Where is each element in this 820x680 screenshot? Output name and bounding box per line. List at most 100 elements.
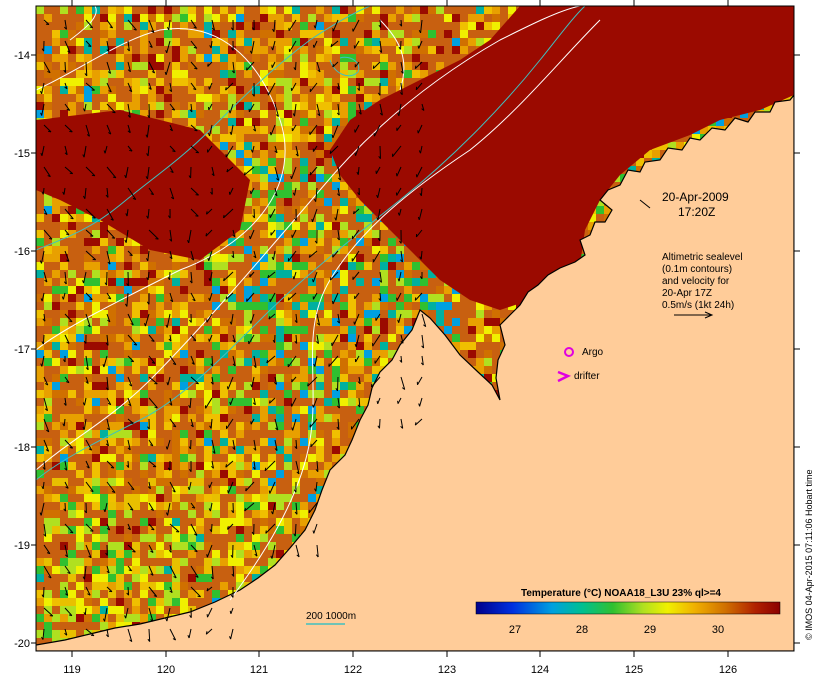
sst-cell — [156, 510, 164, 518]
sst-cell — [204, 310, 212, 318]
sst-cell — [68, 294, 76, 302]
sst-cell — [60, 62, 68, 70]
sst-cell — [188, 390, 196, 398]
sst-cell — [388, 62, 396, 70]
sst-cell — [220, 334, 228, 342]
sst-cell — [116, 446, 124, 454]
sst-cell — [260, 518, 268, 526]
sst-cell — [36, 238, 44, 246]
sst-cell — [100, 382, 108, 390]
sst-cell — [332, 318, 340, 326]
sst-cell — [308, 230, 316, 238]
sst-cell — [172, 430, 180, 438]
sst-cell — [268, 254, 276, 262]
sst-cell — [108, 478, 116, 486]
sst-cell — [380, 270, 388, 278]
sst-cell — [380, 358, 388, 366]
sst-cell — [268, 374, 276, 382]
sst-cell — [228, 542, 236, 550]
sst-cell — [92, 574, 100, 582]
velocity-arrow — [64, 19, 67, 30]
sst-cell — [268, 558, 276, 566]
sst-cell — [316, 294, 324, 302]
sst-cell — [244, 302, 252, 310]
sst-cell — [660, 142, 668, 150]
sst-cell — [364, 358, 372, 366]
sst-cell — [420, 30, 428, 38]
velocity-arrow — [43, 19, 50, 25]
sst-cell — [156, 438, 164, 446]
sst-cell — [68, 62, 76, 70]
sst-cell — [236, 94, 244, 102]
sst-cell — [164, 326, 172, 334]
velocity-arrow — [251, 40, 255, 54]
sst-cell — [60, 614, 68, 622]
sst-cell — [100, 38, 108, 46]
sst-cell — [92, 238, 100, 246]
sst-cell — [60, 78, 68, 86]
sst-cell — [76, 502, 84, 510]
sst-cell — [156, 542, 164, 550]
sst-cell — [260, 270, 268, 278]
sst-cell — [164, 350, 172, 358]
sst-cell — [116, 366, 124, 374]
sst-cell — [36, 310, 44, 318]
sst-cell — [92, 406, 100, 414]
sst-cell — [60, 374, 68, 382]
sst-cell — [212, 38, 220, 46]
sst-cell — [324, 414, 332, 422]
sst-cell — [404, 14, 412, 22]
sst-cell — [316, 470, 324, 478]
sst-cell — [180, 598, 188, 606]
sst-cell — [244, 158, 252, 166]
sst-cell — [260, 334, 268, 342]
sst-cell — [108, 494, 116, 502]
sst-cell — [396, 246, 404, 254]
sst-cell — [108, 470, 116, 478]
sst-cell — [428, 30, 436, 38]
sst-cell — [132, 270, 140, 278]
sst-cell — [108, 550, 116, 558]
sst-cell — [340, 262, 348, 270]
sst-cell — [220, 430, 228, 438]
sst-cell — [140, 462, 148, 470]
sst-cell — [268, 358, 276, 366]
sst-cell — [236, 550, 244, 558]
sst-cell — [188, 6, 196, 14]
sst-cell — [212, 334, 220, 342]
sst-cell — [124, 510, 132, 518]
sst-cell — [156, 78, 164, 86]
sst-cell — [132, 558, 140, 566]
sst-cell — [108, 22, 116, 30]
velocity-arrow — [332, 61, 339, 68]
sst-cell — [204, 30, 212, 38]
sst-cell — [124, 342, 132, 350]
sst-cell — [428, 294, 436, 302]
sst-cell — [396, 302, 404, 310]
sst-cell — [324, 46, 332, 54]
sst-cell — [388, 294, 396, 302]
sst-cell — [460, 38, 468, 46]
sst-cell — [228, 382, 236, 390]
sst-cell — [636, 166, 644, 174]
sst-cell — [292, 374, 300, 382]
sst-cell — [388, 254, 396, 262]
sst-cell — [156, 598, 164, 606]
sst-cell — [172, 566, 180, 574]
sst-cell — [60, 350, 68, 358]
sst-cell — [284, 518, 292, 526]
sst-cell — [156, 534, 164, 542]
sst-cell — [444, 326, 452, 334]
sst-cell — [340, 310, 348, 318]
sst-cell — [92, 454, 100, 462]
sst-cell — [372, 238, 380, 246]
sst-cell — [284, 182, 292, 190]
sst-cell — [284, 494, 292, 502]
sst-cell — [308, 430, 316, 438]
sst-cell — [300, 366, 308, 374]
sst-cell — [428, 6, 436, 14]
sst-cell — [84, 318, 92, 326]
sst-cell — [36, 102, 44, 110]
velocity-arrow — [274, 103, 279, 117]
velocity-arrow — [379, 19, 382, 28]
